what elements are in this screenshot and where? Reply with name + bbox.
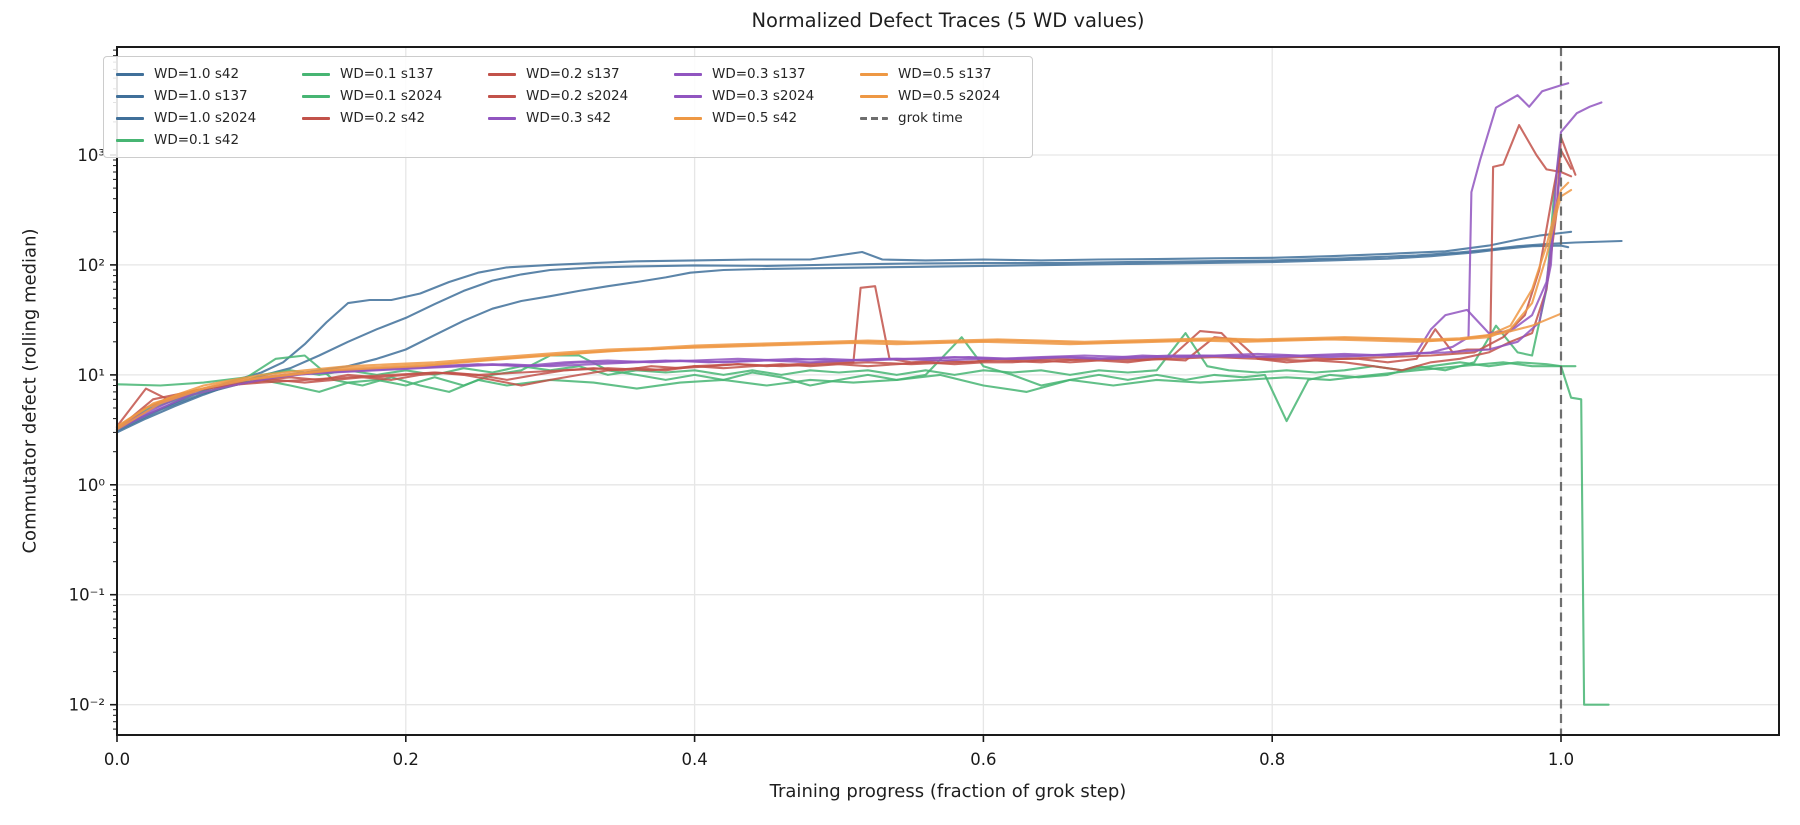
x-tick-label: 0.2 — [393, 750, 419, 769]
legend-item: WD=1.0 s2024 — [116, 110, 274, 126]
legend-label: WD=1.0 s137 — [154, 88, 248, 104]
legend-column: WD=0.2 s137 WD=0.2 s2024 WD=0.3 s42 — [488, 66, 646, 148]
legend-label: WD=0.1 s137 — [340, 66, 434, 82]
x-tick-label: 0.8 — [1259, 750, 1285, 769]
legend-label: WD=0.3 s2024 — [712, 88, 815, 104]
line-swatch — [302, 72, 330, 76]
line-swatch — [116, 94, 144, 98]
legend-item: WD=0.2 s2024 — [488, 88, 646, 104]
line-swatch — [116, 116, 144, 120]
x-tick-label: 0.0 — [104, 750, 130, 769]
y-tick-label: 10³ — [77, 146, 105, 165]
x-tick-label: 0.6 — [970, 750, 996, 769]
legend-item: WD=0.2 s137 — [488, 66, 646, 82]
legend-item: WD=0.5 s2024 — [860, 88, 1018, 104]
x-axis-label: Training progress (fraction of grok step… — [769, 781, 1127, 802]
legend-column: WD=0.3 s137 WD=0.3 s2024 WD=0.5 s42 — [674, 66, 832, 148]
y-axis-label: Commutator defect (rolling median) — [19, 228, 41, 554]
legend-item: WD=0.1 s2024 — [302, 88, 460, 104]
line-swatch — [488, 72, 516, 76]
series-wd-0-3-s42 — [115, 164, 1563, 429]
legend-label: WD=0.3 s42 — [526, 110, 612, 126]
legend-column: WD=0.1 s137 WD=0.1 s2024 WD=0.2 s42 — [302, 66, 460, 148]
legend-label: WD=0.2 s137 — [526, 66, 620, 82]
series-wd-1-0-s137 — [115, 239, 1623, 434]
legend-item: WD=0.5 s42 — [674, 110, 832, 126]
series-wd-0-2-s137 — [115, 124, 1573, 428]
line-swatch — [674, 94, 702, 98]
series-wd-0-1-s2024 — [115, 332, 1577, 431]
line-swatch — [860, 72, 888, 76]
series-wd-0-2-s2024 — [115, 149, 1573, 431]
legend-label: WD=0.3 s137 — [712, 66, 806, 82]
legend-item: WD=1.0 s137 — [116, 88, 274, 104]
legend-label: WD=0.2 s2024 — [526, 88, 629, 104]
tick-labels: 0.0 0.2 0.4 0.6 0.8 1.0 10⁻² 10⁻¹ 10⁰ 10¹ 10² 10³ — [69, 146, 1574, 769]
y-tick-label: 10¹ — [77, 366, 105, 385]
x-tick-label: 0.4 — [681, 750, 707, 769]
axis-ticks — [110, 49, 1562, 742]
y-tick-label: 10⁻¹ — [69, 586, 105, 605]
line-swatch — [674, 72, 702, 76]
legend-item: WD=0.1 s42 — [116, 132, 274, 148]
line-swatch — [488, 94, 516, 98]
line-swatch — [116, 138, 144, 142]
legend-label: WD=0.1 s2024 — [340, 88, 443, 104]
series-wd-0-1-s42 — [115, 354, 1610, 706]
series-lines — [115, 82, 1623, 706]
legend-label: WD=0.5 s2024 — [898, 88, 1001, 104]
legend: WD=1.0 s42 WD=1.0 s137 WD=1.0 s2024 WD=0.1 … — [103, 56, 1033, 158]
legend-label: grok time — [898, 110, 963, 126]
x-tick-label: 1.0 — [1548, 750, 1574, 769]
series-wd-0-5-s137 — [115, 181, 1570, 428]
line-swatch — [488, 116, 516, 120]
legend-label: WD=0.5 s42 — [712, 110, 798, 126]
line-swatch — [302, 116, 330, 120]
legend-label: WD=1.0 s42 — [154, 66, 240, 82]
legend-label: WD=0.5 s137 — [898, 66, 992, 82]
line-swatch — [674, 116, 702, 120]
y-tick-label: 10² — [77, 256, 105, 275]
line-swatch — [302, 94, 330, 98]
legend-item: WD=0.3 s42 — [488, 110, 646, 126]
legend-label: WD=0.1 s42 — [154, 132, 240, 148]
legend-item: WD=0.3 s2024 — [674, 88, 832, 104]
axes-frame — [116, 46, 1780, 736]
legend-column: WD=1.0 s42 WD=1.0 s137 WD=1.0 s2024 WD=0.1 … — [116, 66, 274, 148]
series-wd-0-1-s137 — [115, 136, 1563, 429]
dashed-line-swatch — [860, 116, 888, 120]
legend-item: WD=1.0 s42 — [116, 66, 274, 82]
legend-item: WD=0.3 s137 — [674, 66, 832, 82]
legend-item: grok time — [860, 110, 1018, 126]
series-wd-0-2-s42 — [115, 136, 1577, 429]
series-wd-0-5-s2024 — [115, 188, 1573, 429]
series-wd-1-0-s42 — [115, 230, 1573, 431]
legend-column: WD=0.5 s137 WD=0.5 s2024 grok time — [860, 66, 1018, 148]
legend-item: WD=0.2 s42 — [302, 110, 460, 126]
y-tick-label: 10⁻² — [69, 696, 105, 715]
chart-title: Normalized Defect Traces (5 WD values) — [751, 9, 1145, 32]
y-tick-label: 10⁰ — [77, 476, 105, 495]
line-swatch — [860, 94, 888, 98]
legend-item: WD=0.5 s137 — [860, 66, 1018, 82]
series-wd-0-3-s2024 — [115, 101, 1603, 431]
legend-label: WD=1.0 s2024 — [154, 110, 257, 126]
line-swatch — [116, 72, 144, 76]
legend-label: WD=0.2 s42 — [340, 110, 426, 126]
legend-item: WD=0.1 s137 — [302, 66, 460, 82]
